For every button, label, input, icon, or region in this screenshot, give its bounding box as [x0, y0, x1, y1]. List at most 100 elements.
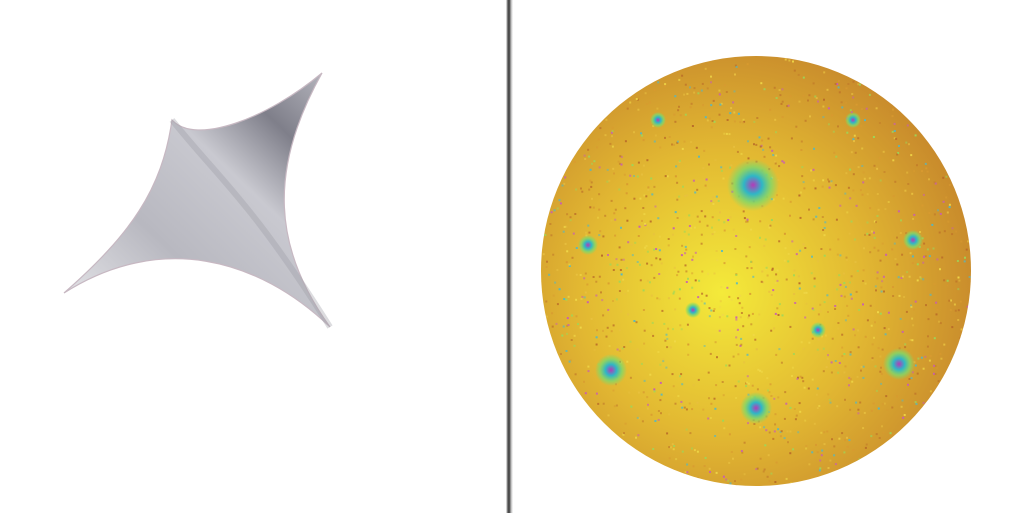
speckle	[922, 401, 925, 404]
speckle	[565, 298, 568, 301]
speckle	[564, 242, 567, 245]
speckle	[803, 291, 806, 294]
speckle	[738, 302, 741, 305]
speckle	[645, 103, 648, 105]
speckle	[864, 233, 866, 236]
speckle	[566, 324, 569, 327]
speckle	[838, 274, 841, 277]
speckle	[822, 370, 825, 373]
speckle	[729, 112, 732, 115]
speckle	[775, 273, 778, 276]
speckle	[647, 227, 650, 229]
speckle	[812, 179, 815, 182]
speckle	[711, 226, 713, 229]
speckle	[752, 334, 755, 336]
speckle	[836, 83, 839, 86]
speckle	[587, 224, 590, 227]
sphere-spots	[578, 112, 923, 424]
speckle	[626, 219, 629, 222]
speckle	[725, 364, 728, 367]
speckle	[797, 73, 800, 76]
speckle	[942, 200, 945, 203]
speckle	[567, 295, 570, 298]
speckle	[671, 373, 674, 376]
speckle	[572, 232, 575, 235]
speckle	[879, 179, 882, 182]
speckle	[782, 197, 785, 200]
speckle	[650, 294, 653, 297]
speckle	[935, 366, 938, 369]
speckle	[798, 282, 801, 285]
speckle	[719, 211, 721, 214]
speckle	[740, 450, 743, 452]
speckle	[705, 178, 708, 181]
speckle	[830, 371, 833, 374]
speckle	[689, 106, 692, 109]
speckle	[928, 212, 931, 214]
speckle	[762, 470, 765, 473]
speckle	[771, 269, 774, 271]
speckle	[737, 353, 740, 356]
speckle	[884, 333, 887, 336]
speckle	[822, 229, 825, 231]
speckle	[839, 254, 842, 257]
speckle	[743, 217, 746, 220]
speckle	[691, 272, 694, 275]
speckle	[613, 172, 615, 175]
speckle	[951, 326, 954, 329]
speckle	[843, 282, 846, 284]
speckle	[637, 161, 640, 164]
speckle	[819, 459, 822, 462]
speckle	[908, 378, 911, 380]
speckle	[615, 298, 618, 301]
speckle	[821, 185, 824, 188]
speckle	[766, 274, 769, 277]
speckle	[701, 82, 704, 85]
speckle	[596, 329, 598, 332]
speckle	[753, 423, 756, 425]
speckle	[799, 249, 802, 252]
speckle	[955, 230, 958, 233]
speckle	[763, 426, 766, 429]
speckle	[910, 154, 913, 157]
speckle	[652, 233, 655, 236]
speckle	[911, 339, 914, 342]
speckle	[873, 231, 875, 234]
speckle	[892, 295, 895, 297]
speckle	[963, 260, 966, 263]
speckle	[801, 175, 804, 178]
speckle	[862, 303, 864, 306]
speckle	[565, 350, 568, 352]
speckle	[764, 238, 767, 241]
speckle	[674, 175, 677, 178]
speckle	[693, 87, 696, 90]
speckle	[584, 231, 587, 234]
speckle	[618, 349, 621, 352]
speckle	[563, 225, 566, 228]
speckle	[859, 189, 862, 192]
speckle	[739, 294, 742, 297]
speckle	[862, 376, 865, 379]
speckle	[583, 154, 586, 157]
speckled-sphere-icon	[541, 56, 971, 486]
speckle	[836, 288, 839, 291]
speckle	[710, 81, 712, 84]
speckle	[704, 116, 707, 119]
speckle	[880, 286, 883, 289]
speckle	[878, 437, 881, 439]
speckle	[648, 101, 651, 104]
speckle	[618, 246, 621, 249]
speckle	[931, 223, 934, 226]
speckle	[832, 130, 835, 133]
speckle	[873, 164, 876, 167]
speckle	[768, 480, 771, 482]
speckle	[598, 166, 601, 169]
speckle	[672, 292, 675, 295]
speckle	[777, 314, 780, 316]
speckle	[805, 291, 808, 294]
speckle	[623, 346, 626, 348]
speckle	[574, 373, 577, 376]
speckle	[633, 197, 636, 200]
speckle	[697, 378, 700, 381]
speckle	[763, 88, 766, 91]
